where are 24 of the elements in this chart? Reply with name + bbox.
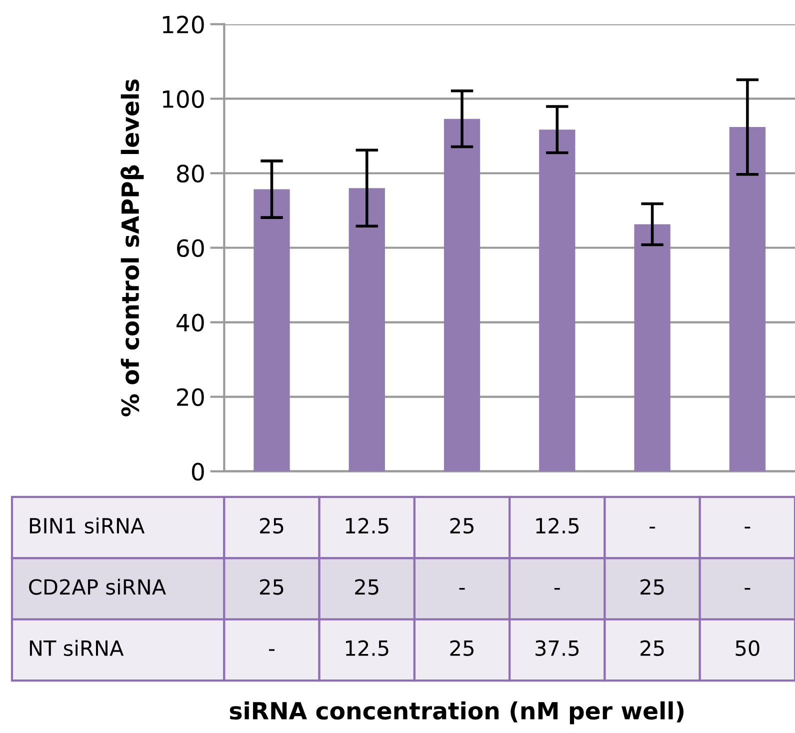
category-label: 12.5 - 37.5 (536, 518, 579, 656)
bar (444, 118, 480, 472)
bar (254, 189, 290, 472)
y-tick-label: 120 (162, 16, 204, 34)
bar (634, 224, 670, 472)
y-tick-label: 100 (162, 90, 204, 108)
y-tick-label: 0 (192, 462, 204, 481)
bar (539, 130, 576, 472)
y-tick-label: 60 (177, 239, 204, 258)
category-label: 12.5 25 12.5 (346, 518, 388, 656)
text: BIN1 siRNA (30, 517, 145, 534)
y-tick-label: 40 (176, 314, 204, 332)
text: siRNA concentration (nM per well) (230, 701, 684, 724)
category-label: 25 - 25 (450, 518, 474, 656)
y-tick-label: 20 (177, 388, 204, 406)
category-label: 25 25 - (260, 518, 284, 651)
bar (348, 188, 385, 472)
y-tick-label: 80 (176, 164, 204, 183)
text: NT siRNA (30, 640, 124, 656)
category-label: - 25 25 (640, 526, 664, 656)
bar (729, 127, 766, 472)
y-axis-title: % of control sAPPβ levels (120, 79, 144, 416)
category-label: - - 50 (736, 526, 760, 656)
text: CD2AP siRNA (29, 578, 166, 595)
